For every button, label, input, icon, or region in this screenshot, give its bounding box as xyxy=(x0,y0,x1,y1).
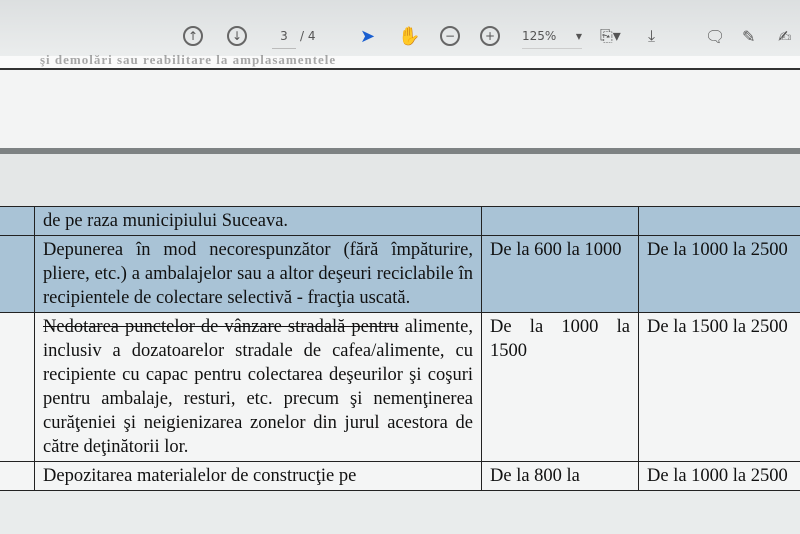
table-row: 2 Depozitarea materialelor de construcţi… xyxy=(0,461,800,491)
fine-company xyxy=(638,206,800,236)
zoom-out-button[interactable]: − xyxy=(440,24,460,48)
table-row: de pe raza municipiului Suceava. xyxy=(0,206,800,236)
hand-tool-icon[interactable]: ✋ xyxy=(398,25,421,47)
fit-page-icon[interactable]: ⎘▾ xyxy=(600,26,621,45)
row-description: Depozitarea materialelor de construcţie … xyxy=(34,461,482,491)
plus-circle-icon: + xyxy=(480,26,500,46)
zoom-level: 125% xyxy=(522,29,557,43)
scroll-mode-icon[interactable]: ⤓ xyxy=(648,26,656,45)
total-pages: / 4 xyxy=(300,29,316,43)
page-top-margin xyxy=(0,154,800,206)
fine-company: De la 1000 la 2500 xyxy=(638,235,800,313)
row-number: 2 xyxy=(0,461,35,491)
fine-individual: De la 600 la 1000 xyxy=(481,235,639,313)
row-description: de pe raza municipiului Suceava. xyxy=(34,206,482,236)
arrow-down-circle-icon: ↓ xyxy=(227,26,247,46)
zoom-in-button[interactable]: + xyxy=(480,24,500,48)
previous-page-button[interactable]: ↑ xyxy=(183,24,203,48)
row-number: 1 xyxy=(0,312,35,462)
row-number xyxy=(0,206,35,236)
next-page-button[interactable]: ↓ xyxy=(227,24,247,48)
minus-circle-icon: − xyxy=(440,26,460,46)
previous-page-bottom: şi demolări sau reabilitare la amplasame… xyxy=(0,52,800,70)
fine-individual: De la 800 la xyxy=(481,461,639,491)
arrow-up-circle-icon: ↑ xyxy=(183,26,203,46)
description-first-line: Nedotarea punctelor de vânzare stradală … xyxy=(43,317,399,337)
row-description: Depunerea în mod necorespunzător (fără î… xyxy=(34,235,482,313)
draw-icon[interactable]: ✍ xyxy=(778,26,792,46)
row-number: 0 xyxy=(0,235,35,313)
zoom-select[interactable]: 125% ▼ xyxy=(522,24,582,49)
highlight-pen-icon[interactable]: ✎ xyxy=(742,26,756,46)
row-description: Nedotarea punctelor de vânzare stradală … xyxy=(34,312,482,462)
comment-icon[interactable]: 🗨 xyxy=(705,26,726,46)
table-row: 0 Depunerea în mod necorespunzător (fără… xyxy=(0,235,800,313)
table-row: 1 Nedotarea punctelor de vânzare stradal… xyxy=(0,312,800,462)
fine-company: De la 1500 la 2500 xyxy=(638,312,800,462)
fines-table: de pe raza municipiului Suceava. 0 Depun… xyxy=(0,206,800,491)
chevron-down-icon: ▼ xyxy=(575,31,582,41)
description-rest: alimente, inclusiv a dozatoarelor strada… xyxy=(43,317,474,457)
page-number-input[interactable]: 3 xyxy=(272,24,296,49)
fine-company: De la 1000 la 2500 xyxy=(638,461,800,491)
cut-off-text: şi demolări sau reabilitare la amplasame… xyxy=(40,52,337,67)
page-margin xyxy=(0,70,800,150)
fine-individual xyxy=(481,206,639,236)
select-cursor-icon[interactable]: ➤ xyxy=(360,25,376,47)
page-separator xyxy=(0,148,800,154)
fine-individual: De la 1000 la 1500 xyxy=(481,312,639,462)
